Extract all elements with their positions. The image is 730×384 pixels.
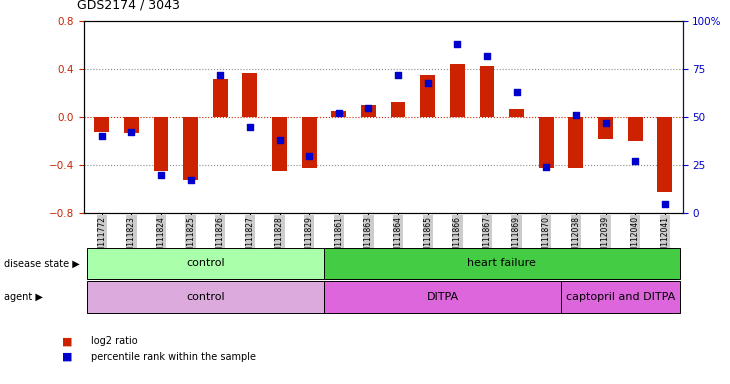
Text: control: control	[186, 258, 225, 268]
Point	[96, 133, 107, 139]
Point	[155, 172, 167, 178]
Point	[185, 177, 196, 184]
Bar	[561, 281, 680, 313]
Point	[304, 152, 315, 159]
Bar	[94, 117, 110, 131]
Text: percentile rank within the sample: percentile rank within the sample	[91, 352, 256, 362]
Point	[244, 124, 256, 130]
Bar	[242, 73, 257, 117]
Bar	[657, 117, 672, 192]
Bar	[510, 109, 524, 117]
Text: DITPA: DITPA	[426, 292, 458, 302]
Bar	[420, 75, 435, 117]
Point	[422, 79, 434, 86]
Bar	[272, 117, 287, 171]
Text: ■: ■	[62, 336, 72, 346]
Bar	[598, 117, 613, 139]
Point	[274, 137, 285, 143]
Bar	[153, 117, 169, 171]
Bar	[183, 117, 198, 180]
Bar	[480, 66, 494, 117]
Point	[599, 120, 611, 126]
Text: disease state ▶: disease state ▶	[4, 258, 80, 268]
Bar	[569, 117, 583, 167]
Point	[215, 72, 226, 78]
Bar	[87, 281, 324, 313]
Point	[570, 112, 582, 118]
Bar	[324, 281, 561, 313]
Point	[629, 158, 641, 164]
Point	[511, 89, 523, 95]
Text: ■: ■	[62, 352, 72, 362]
Text: heart failure: heart failure	[467, 258, 537, 268]
Text: captopril and DITPA: captopril and DITPA	[566, 292, 675, 302]
Bar	[324, 248, 680, 279]
Point	[392, 72, 404, 78]
Bar	[301, 117, 317, 167]
Point	[540, 164, 552, 170]
Point	[126, 129, 137, 136]
Bar	[361, 105, 376, 117]
Text: GDS2174 / 3043: GDS2174 / 3043	[77, 0, 180, 12]
Bar	[87, 248, 324, 279]
Bar	[628, 117, 642, 141]
Point	[363, 104, 374, 111]
Text: agent ▶: agent ▶	[4, 292, 42, 302]
Bar	[213, 79, 228, 117]
Point	[481, 53, 493, 59]
Bar	[391, 101, 405, 117]
Bar	[450, 64, 465, 117]
Point	[451, 41, 463, 47]
Text: log2 ratio: log2 ratio	[91, 336, 138, 346]
Bar	[539, 117, 553, 167]
Bar	[124, 117, 139, 133]
Text: control: control	[186, 292, 225, 302]
Bar	[331, 111, 346, 117]
Point	[333, 110, 345, 116]
Point	[659, 200, 671, 207]
